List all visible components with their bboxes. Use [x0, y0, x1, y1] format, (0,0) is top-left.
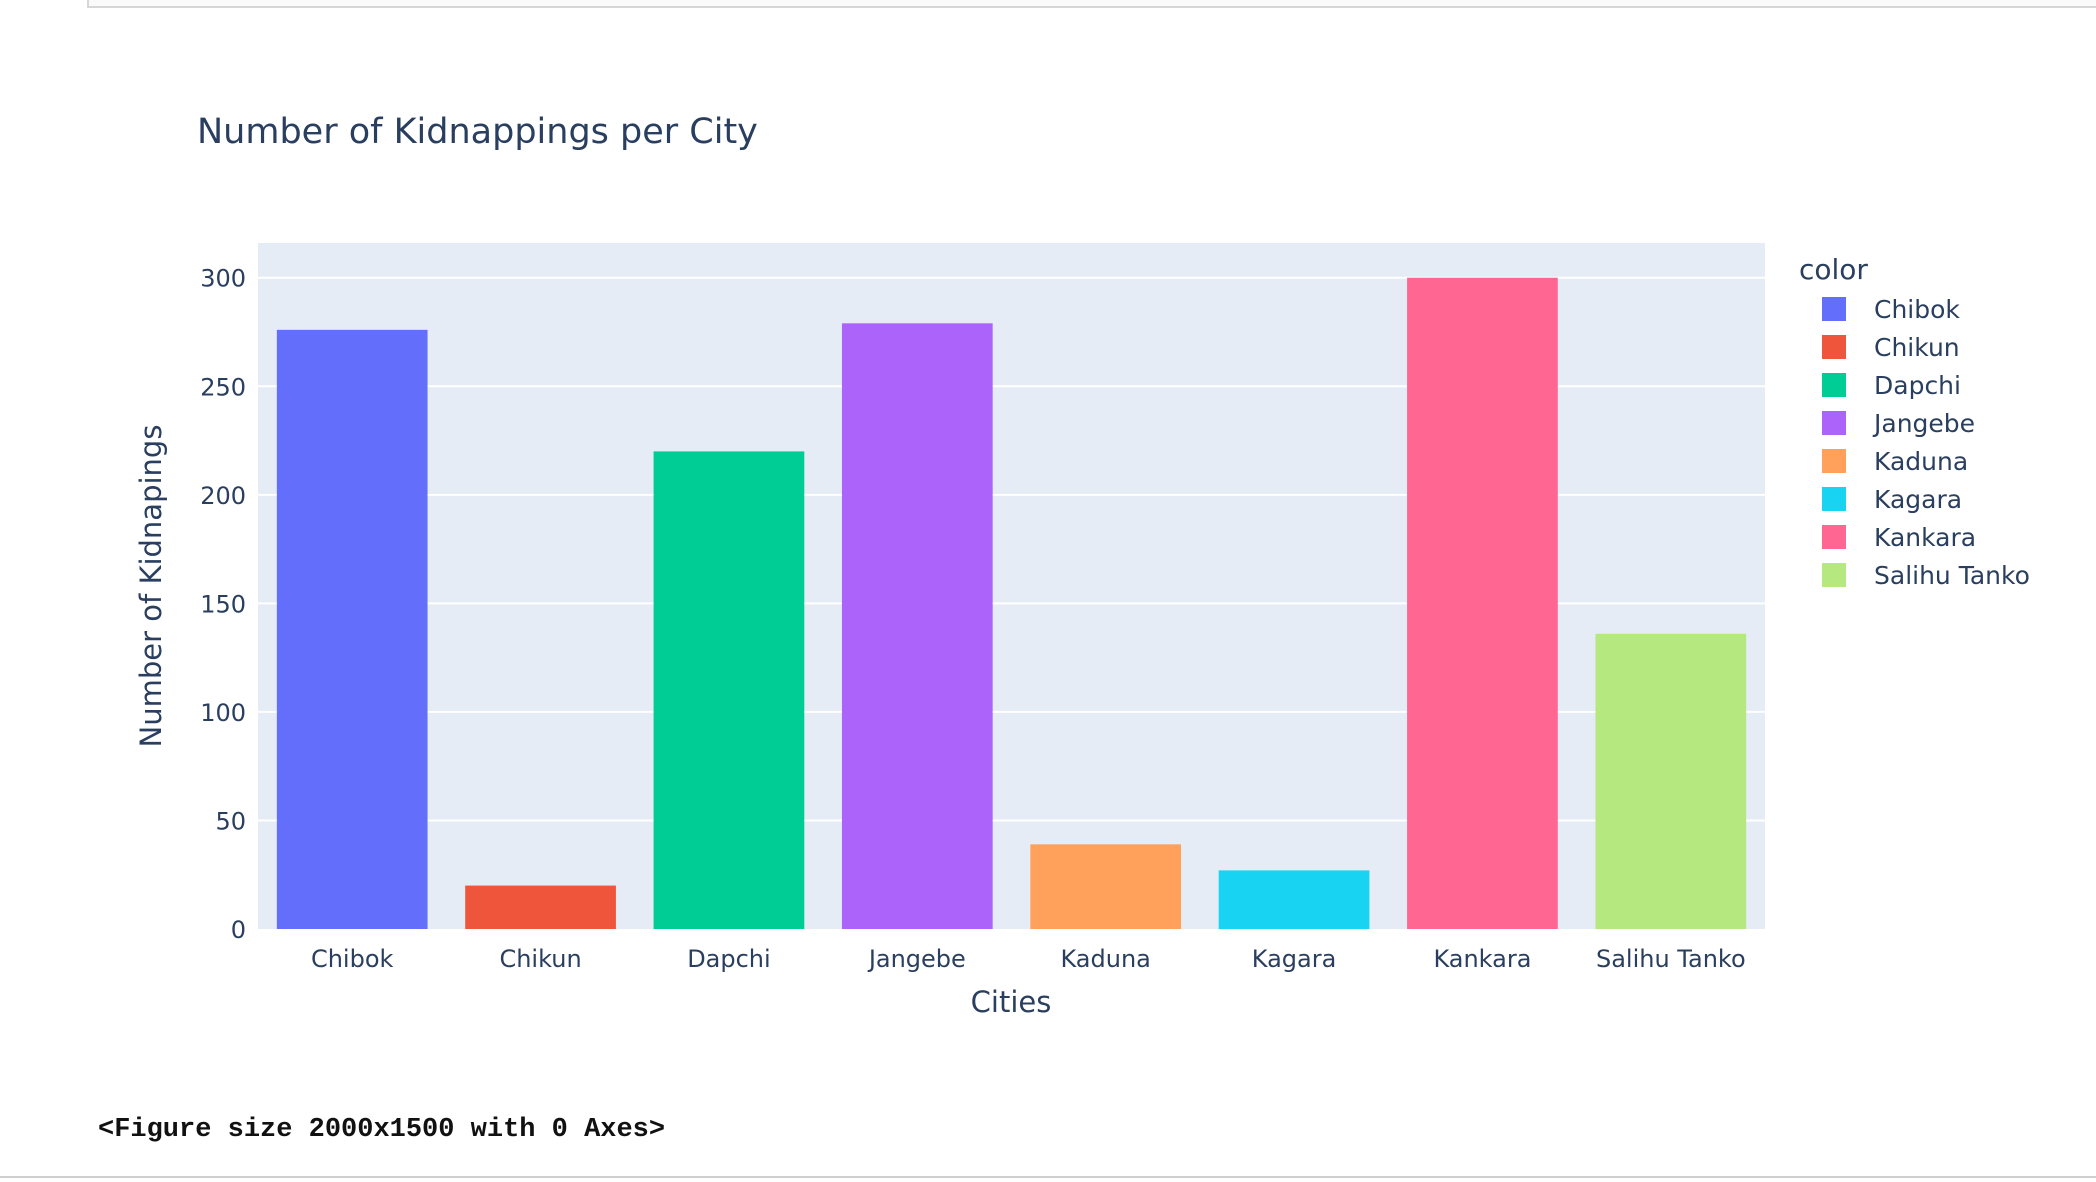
- y-tick-label: 150: [200, 590, 246, 618]
- x-tick-label: Chikun: [499, 945, 581, 973]
- x-axis-ticks: Chibok Chikun Dapchi Jangebe Kaduna Kagara Kan…: [311, 945, 1746, 973]
- legend-item-kagara[interactable]: Kagara: [1822, 485, 1962, 514]
- y-tick-label: 200: [200, 482, 246, 510]
- x-tick-label: Chibok: [311, 945, 394, 973]
- legend-item-jangebe[interactable]: Jangebe: [1822, 409, 1975, 438]
- bar-jangebe[interactable]: [841, 323, 993, 930]
- bar-kaduna[interactable]: [1030, 844, 1182, 929]
- legend-label: Jangebe: [1872, 409, 1975, 438]
- legend-swatch: [1822, 525, 1846, 549]
- legend-title: color: [1799, 253, 1868, 286]
- bar-chart: Number of Kidnappings per City 0 50 100 150…: [134, 112, 2030, 1019]
- legend-swatch: [1822, 487, 1846, 511]
- legend-swatch: [1822, 411, 1846, 435]
- x-axis-title: Cities: [971, 985, 1052, 1019]
- cell-divider: [0, 1176, 2096, 1178]
- legend-swatch: [1822, 373, 1846, 397]
- y-tick-label: 250: [200, 373, 246, 401]
- legend-item-kankara[interactable]: Kankara: [1822, 523, 1976, 552]
- y-tick-label: 0: [231, 916, 246, 944]
- legend-label: Chibok: [1874, 295, 1960, 324]
- legend-item-chibok[interactable]: Chibok: [1822, 295, 1960, 324]
- y-tick-label: 300: [200, 265, 246, 293]
- bar-chibok[interactable]: [276, 329, 428, 929]
- bars: [276, 277, 1747, 930]
- previous-cell-edge: [87, 0, 2096, 8]
- y-axis-title: Number of Kidnapings: [134, 425, 168, 748]
- bar-kagara[interactable]: [1218, 870, 1370, 929]
- x-tick-label: Dapchi: [687, 945, 771, 973]
- y-tick-label: 50: [215, 807, 246, 835]
- legend-label: Chikun: [1874, 333, 1960, 362]
- legend-swatch: [1822, 297, 1846, 321]
- legend-label: Dapchi: [1874, 371, 1961, 400]
- y-axis-ticks: 0 50 100 150 200 250 300: [200, 265, 246, 944]
- figure-size-output: <Figure size 2000x1500 with 0 Axes>: [98, 1115, 666, 1145]
- legend-item-chikun[interactable]: Chikun: [1822, 333, 1960, 362]
- x-tick-label: Salihu Tanko: [1596, 945, 1746, 973]
- y-tick-label: 100: [200, 699, 246, 727]
- bar-kankara[interactable]: [1407, 277, 1558, 929]
- chart-title: Number of Kidnappings per City: [197, 112, 758, 152]
- x-tick-label: Kaduna: [1060, 945, 1150, 973]
- x-tick-label: Kankara: [1433, 945, 1531, 973]
- legend-item-dapchi[interactable]: Dapchi: [1822, 371, 1961, 400]
- legend-swatch: [1822, 335, 1846, 359]
- legend: Chibok Chikun Dapchi Jangebe Kaduna Kagara Kan…: [1822, 295, 2030, 590]
- legend-label: Kaduna: [1874, 447, 1968, 476]
- legend-item-salihu-tanko[interactable]: Salihu Tanko: [1822, 561, 2030, 590]
- x-tick-label: Kagara: [1252, 945, 1337, 973]
- legend-label: Kagara: [1874, 485, 1962, 514]
- legend-item-kaduna[interactable]: Kaduna: [1822, 447, 1968, 476]
- bar-salihu-tanko[interactable]: [1595, 633, 1747, 929]
- legend-label: Kankara: [1874, 523, 1976, 552]
- legend-swatch: [1822, 563, 1846, 587]
- legend-swatch: [1822, 449, 1846, 473]
- x-tick-label: Jangebe: [867, 945, 966, 973]
- legend-label: Salihu Tanko: [1874, 561, 2030, 590]
- bar-dapchi[interactable]: [653, 451, 805, 929]
- bar-chikun[interactable]: [465, 885, 616, 929]
